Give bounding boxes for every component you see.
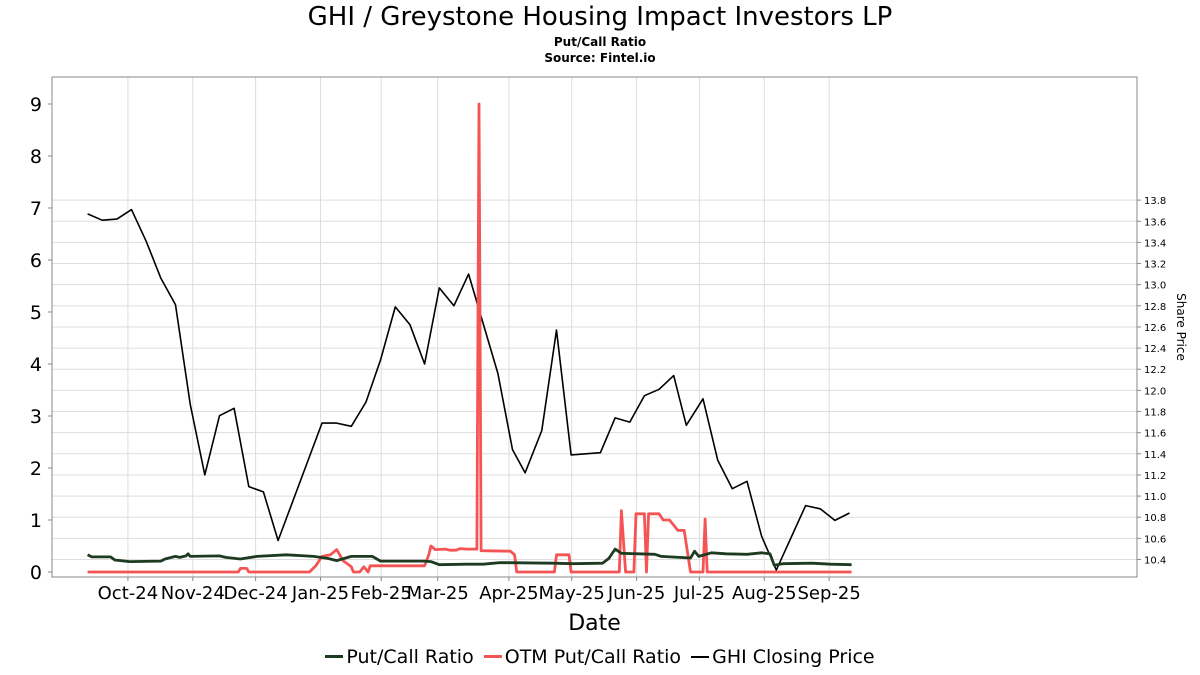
left-tick-label: 8	[30, 146, 42, 168]
right-tick-label: 12.4	[1144, 344, 1166, 355]
right-tick-label: 12.8	[1144, 302, 1166, 313]
right-tick-label: 12.6	[1144, 323, 1166, 334]
chart-subtitle: Put/Call Ratio	[553, 35, 647, 49]
right-tick-label: 13.8	[1144, 196, 1166, 207]
chart-title: GHI / Greystone Housing Impact Investors…	[307, 2, 893, 32]
right-tick-label: 13.4	[1144, 238, 1166, 249]
right-tick-label: 10.8	[1144, 513, 1166, 524]
left-tick-label: 0	[30, 562, 42, 584]
right-tick-label: 11.2	[1144, 471, 1166, 482]
right-tick-label: 12.2	[1144, 365, 1166, 376]
right-tick-label: 12.0	[1144, 386, 1166, 397]
grid	[52, 77, 1137, 577]
legend-put-call: Put/Call Ratio	[325, 646, 474, 668]
right-tick-label: 11.4	[1144, 450, 1166, 461]
x-tick-label: Jul-25	[673, 583, 725, 604]
series-otm-put-call-ratio	[87, 102, 852, 574]
right-tick-label: 13.0	[1144, 281, 1166, 292]
x-tick-label: Feb-25	[351, 583, 412, 604]
x-tick-label: Nov-24	[161, 583, 225, 604]
x-tick-label: Oct-24	[98, 583, 159, 604]
left-tick-label: 2	[30, 458, 42, 480]
x-tick-label: Apr-25	[479, 583, 538, 604]
x-axis-label: Date	[568, 611, 621, 636]
right-tick-label: 13.6	[1144, 217, 1166, 228]
right-tick-label: 10.6	[1144, 534, 1166, 545]
legend-swatch-close	[691, 655, 710, 658]
left-tick-label: 5	[30, 302, 42, 324]
x-tick-label: Jun-25	[607, 583, 666, 604]
left-tick-label: 7	[30, 198, 42, 220]
x-tick-label: Jan-25	[291, 583, 349, 604]
right-tick-label: 11.0	[1144, 492, 1166, 503]
x-tick-label: Sep-25	[798, 583, 861, 604]
legend-label-put-call: Put/Call Ratio	[346, 646, 474, 668]
right-tick-label: 13.2	[1144, 260, 1166, 271]
legend-close: GHI Closing Price	[691, 646, 875, 668]
legend-otm-put-call: OTM Put/Call Ratio	[483, 646, 682, 668]
axes: 10.4 10.6 10.8 11.0 11.2 11.4 11.6 11.8 12.0 12.2…	[30, 94, 1166, 604]
legend-label-close: GHI Closing Price	[712, 646, 875, 668]
series-closing-price	[87, 208, 850, 571]
x-tick-label: May-25	[539, 583, 605, 604]
x-tick-label: Aug-25	[732, 583, 797, 604]
chart-source: Source: Fintel.io	[544, 51, 656, 65]
left-tick-label: 4	[30, 354, 42, 376]
right-tick-label: 11.6	[1144, 429, 1166, 440]
legend-swatch-put-call	[325, 655, 344, 658]
right-tick-label: 10.4	[1144, 556, 1166, 567]
series-layer	[86, 102, 852, 574]
x-tick-label: Mar-25	[407, 583, 469, 604]
legend-swatch-otm-put-call	[483, 655, 502, 658]
legend-label-otm-put-call: OTM Put/Call Ratio	[504, 646, 682, 668]
series-put-call-ratio	[86, 547, 852, 567]
left-tick-label: 3	[30, 406, 42, 428]
left-tick-label: 9	[30, 94, 42, 116]
chart-canvas: 10.4 10.6 10.8 11.0 11.2 11.4 11.6 11.8 12.0 12.2…	[30, 76, 1188, 636]
right-axis-label: Share Price	[1174, 293, 1188, 361]
legend: Put/Call Ratio OTM Put/Call Ratio GHI Cl…	[0, 646, 1200, 668]
left-tick-label: 6	[30, 250, 42, 272]
x-tick-label: Dec-24	[223, 583, 287, 604]
right-tick-label: 11.8	[1144, 408, 1166, 419]
left-tick-label: 1	[30, 510, 42, 532]
